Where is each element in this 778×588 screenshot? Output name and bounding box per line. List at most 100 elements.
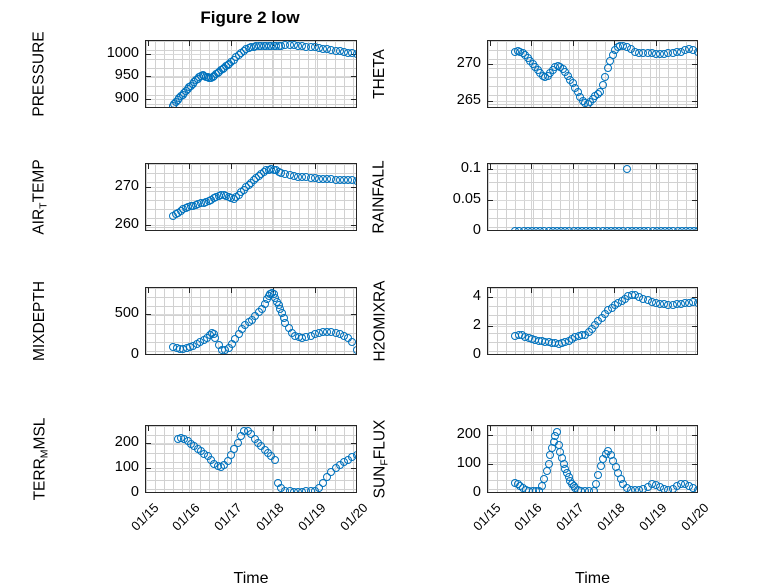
data-point (544, 459, 553, 468)
gridline-vertical (272, 164, 274, 230)
x-tick-mark (698, 425, 699, 427)
axes-air_temp[interactable] (145, 163, 357, 231)
data-point (594, 470, 603, 479)
axes-rainfall[interactable] (487, 163, 698, 231)
x-tick-mark-top (572, 164, 574, 169)
data-point (352, 345, 356, 354)
gridline-vertical (531, 288, 533, 354)
x-tick-label: 01/19 (635, 500, 670, 534)
x-tick-mark-top (489, 164, 491, 169)
x-tick-mark-top (189, 426, 191, 431)
gridline-vertical (231, 288, 233, 354)
y-tick-label: 0 (472, 221, 481, 238)
x-tick-label: 01/17 (211, 500, 245, 534)
gridline-vertical (531, 426, 533, 492)
y-tick-mark (146, 493, 151, 494)
gridline-vertical (231, 41, 233, 107)
axes-sun_flux[interactable] (487, 425, 698, 493)
y-tick-mark-right (692, 199, 697, 201)
data-point (598, 80, 607, 89)
axes-h2o_mixing_ratio[interactable] (487, 287, 698, 355)
y-tick-mark (146, 442, 151, 444)
gridline-vertical (531, 164, 533, 230)
y-tick-mark-right (351, 355, 356, 356)
x-axis-title: Time (233, 570, 269, 587)
y-tick-mark (146, 224, 151, 226)
y-tick-mark-right (692, 434, 697, 436)
axes-terrain_msl[interactable] (145, 425, 357, 493)
data-point (690, 226, 697, 230)
x-tick-mark-top (489, 288, 491, 293)
gridline-vertical (314, 288, 316, 354)
y-tick-label: 270 (456, 54, 481, 71)
gridline-vertical (572, 288, 574, 354)
y-tick-mark (488, 101, 493, 103)
y-axis-label-mixdepth: MIXDEPTH (31, 280, 48, 362)
y-tick-label: 500 (114, 304, 139, 321)
gridline-horizontal (488, 296, 697, 298)
y-tick-label: 0 (130, 483, 139, 500)
data-point (552, 428, 561, 437)
axes-mixdepth[interactable] (145, 287, 357, 355)
x-tick-mark-top (572, 41, 574, 46)
x-tick-mark-top (655, 41, 657, 46)
data-point (314, 484, 323, 492)
y-tick-mark (488, 168, 493, 170)
axes-theta[interactable] (487, 40, 698, 108)
x-tick-mark (698, 287, 699, 289)
data-point (270, 456, 279, 464)
data-point (344, 334, 353, 343)
gridline-horizontal (488, 199, 697, 201)
gridline-vertical (614, 41, 616, 107)
gridline-horizontal (146, 98, 356, 100)
y-tick-mark-right (351, 442, 356, 444)
x-tick-mark-top (489, 41, 491, 46)
y-tick-label: 100 (456, 454, 481, 471)
gridline-vertical (655, 426, 657, 492)
y-tick-mark-right (692, 325, 697, 327)
y-axis-label-rainfall: RAINFALL (371, 160, 389, 234)
y-tick-mark (146, 53, 151, 55)
gridline-horizontal (146, 224, 356, 226)
gridline-vertical (655, 288, 657, 354)
x-tick-mark-top (147, 426, 149, 431)
y-tick-label: 950 (114, 67, 139, 84)
minor-grid (488, 164, 697, 230)
figure-title: Figure 2 low (200, 8, 300, 27)
axes-pressure[interactable] (145, 40, 357, 108)
gridline-horizontal (488, 434, 697, 436)
y-tick-mark-right (692, 355, 697, 356)
gridline-vertical (531, 41, 533, 107)
y-tick-mark (488, 199, 493, 201)
y-tick-label: 0.05 (452, 190, 481, 207)
x-tick-mark-top (231, 41, 233, 46)
gridline-horizontal (488, 63, 697, 65)
x-tick-mark-top (698, 41, 699, 46)
gridline-vertical (189, 288, 191, 354)
y-tick-mark-right (351, 186, 356, 188)
y-tick-label: 2 (472, 316, 481, 333)
data-point (323, 473, 332, 481)
x-tick-mark-top (531, 288, 533, 293)
gridline-vertical (614, 288, 616, 354)
data-point (596, 87, 605, 96)
data-point (352, 176, 356, 185)
y-tick-mark (488, 493, 493, 494)
y-axis-label-theta: THETA (371, 49, 388, 99)
x-tick-mark-top (531, 41, 533, 46)
data-point (622, 164, 631, 173)
data-point (352, 49, 356, 58)
y-axis-label-sun_flux: SUN F FLUX (371, 419, 390, 499)
x-tick-mark-top (614, 288, 616, 293)
x-tick-mark-top (272, 426, 274, 431)
x-tick-label: 01/18 (594, 500, 628, 534)
gridline-vertical (572, 426, 574, 492)
x-tick-mark-top (655, 426, 657, 431)
y-tick-label: 0 (472, 345, 481, 362)
y-tick-label: 200 (456, 425, 481, 442)
y-tick-mark (488, 63, 493, 65)
y-tick-mark (488, 434, 493, 436)
gridline-vertical (314, 164, 316, 230)
y-axis-label-pressure: PRESSURE (31, 31, 48, 117)
gridline-vertical (314, 41, 316, 107)
